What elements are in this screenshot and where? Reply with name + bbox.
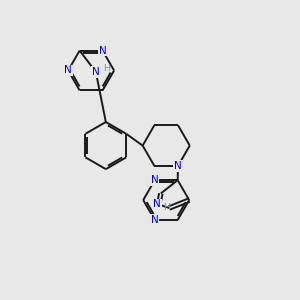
Text: N: N — [174, 161, 182, 171]
Text: N: N — [151, 175, 159, 185]
Text: N: N — [99, 46, 106, 56]
Text: N: N — [153, 200, 161, 209]
Text: N: N — [64, 65, 72, 76]
Text: N: N — [92, 67, 100, 77]
Text: H: H — [103, 64, 110, 73]
Text: H: H — [164, 203, 170, 212]
Text: N: N — [151, 215, 159, 225]
